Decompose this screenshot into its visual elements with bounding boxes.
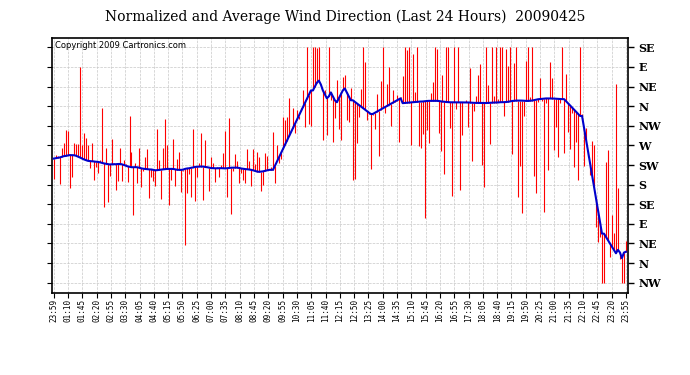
Text: Copyright 2009 Cartronics.com: Copyright 2009 Cartronics.com [55, 41, 186, 50]
Text: Normalized and Average Wind Direction (Last 24 Hours)  20090425: Normalized and Average Wind Direction (L… [105, 9, 585, 24]
